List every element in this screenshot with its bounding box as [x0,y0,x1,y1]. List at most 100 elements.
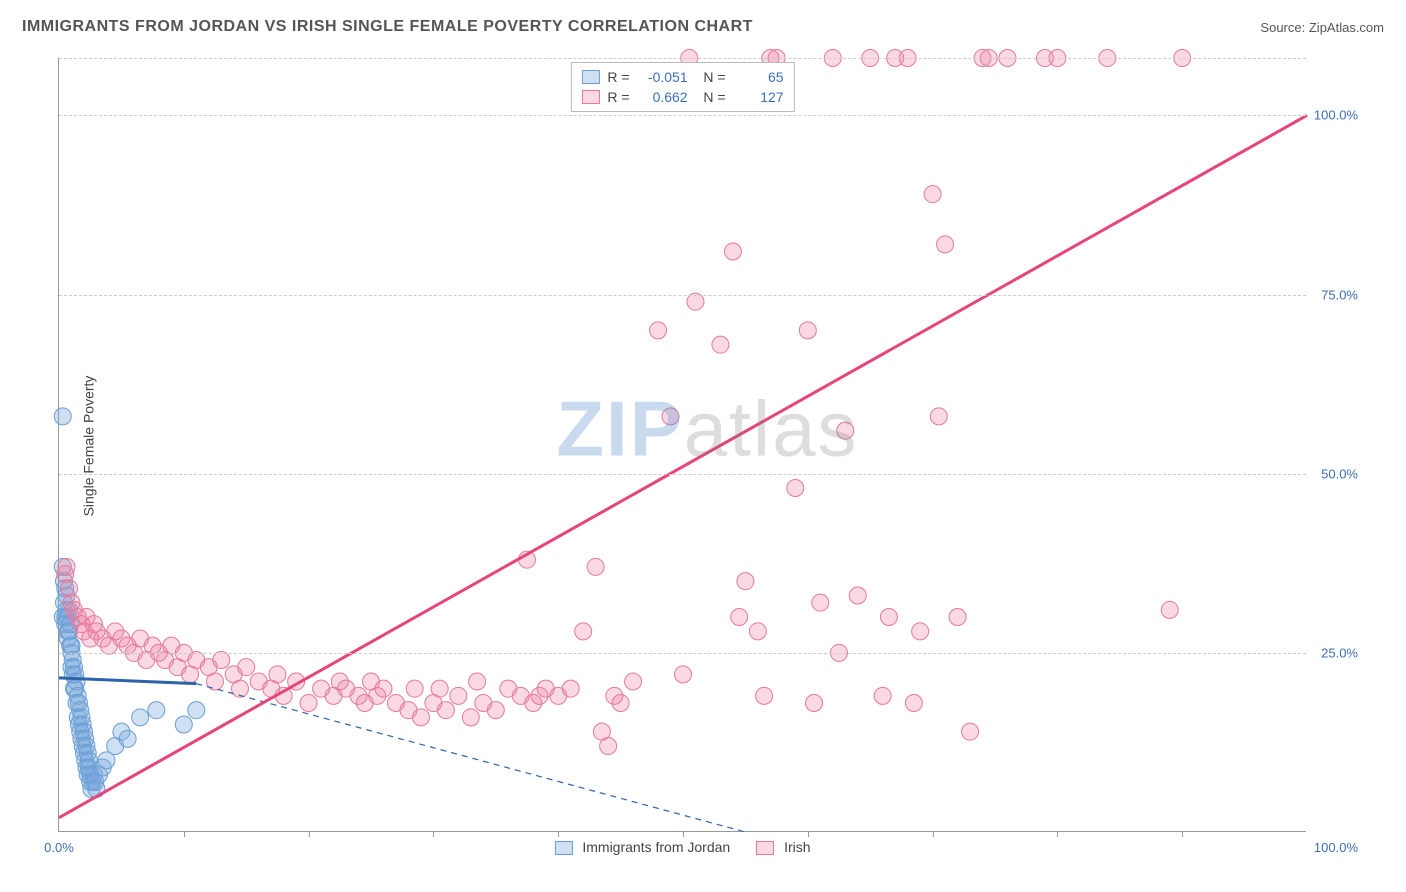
data-point [600,738,617,755]
gridline [59,474,1306,475]
data-point [849,587,866,604]
data-point [450,687,467,704]
legend-n-label: N = [696,87,726,107]
data-point [406,680,423,697]
data-point [737,573,754,590]
x-tick-label: 100.0% [1314,840,1358,855]
x-tick-mark [1182,831,1183,837]
data-point [962,723,979,740]
data-point [119,730,136,747]
data-point [132,709,149,726]
data-point [937,236,954,253]
legend-r-label: R = [607,87,629,107]
data-point [756,687,773,704]
data-point [712,336,729,353]
data-point [724,243,741,260]
y-tick-label: 75.0% [1321,287,1358,302]
plot-area: ZIPatlas R = -0.051 N = 65 R = 0.662 N =… [58,58,1306,832]
source-name: ZipAtlas.com [1309,20,1384,35]
data-point [806,695,823,712]
legend-label-jordan: Immigrants from Jordan [582,839,730,855]
legend-r-label: R = [607,67,629,87]
legend-swatch-jordan [581,70,599,84]
x-tick-mark [558,831,559,837]
data-point [58,558,75,575]
data-point [662,408,679,425]
data-point [431,680,448,697]
data-point [148,702,165,719]
legend-item-jordan: Immigrants from Jordan [554,839,730,855]
data-point [462,709,479,726]
source-attribution: Source: ZipAtlas.com [1260,20,1384,35]
data-point [731,609,748,626]
legend-swatch-irish [581,90,599,104]
data-point [231,680,248,697]
x-tick-mark [184,831,185,837]
data-point [213,652,230,669]
data-point [812,594,829,611]
data-point [562,680,579,697]
data-point [375,680,392,697]
legend-row-jordan: R = -0.051 N = 65 [581,67,783,87]
x-tick-mark [433,831,434,837]
trend-line [196,684,745,832]
legend-swatch-irish-icon [756,841,774,855]
data-point [487,702,504,719]
y-tick-label: 50.0% [1321,466,1358,481]
data-point [675,666,692,683]
legend-n-value-irish: 127 [734,87,784,107]
x-tick-mark [309,831,310,837]
data-point [188,702,205,719]
data-point [300,695,317,712]
data-point [874,687,891,704]
x-tick-mark [1057,831,1058,837]
legend-item-irish: Irish [756,839,810,855]
trend-line [59,115,1307,817]
data-point [687,293,704,310]
x-tick-label: 0.0% [44,840,74,855]
data-point [880,609,897,626]
data-point [924,186,941,203]
data-point [949,609,966,626]
data-point [650,322,667,339]
x-tick-mark [808,831,809,837]
data-point [269,666,286,683]
x-tick-mark [933,831,934,837]
chart-title: IMMIGRANTS FROM JORDAN VS IRISH SINGLE F… [22,18,753,36]
data-point [799,322,816,339]
gridline [59,295,1306,296]
x-tick-mark [683,831,684,837]
data-point [437,702,454,719]
data-point [412,709,429,726]
gridline [59,115,1306,116]
chart-svg [59,58,1306,831]
legend-r-value-irish: 0.662 [638,87,688,107]
data-point [930,408,947,425]
source-label: Source: [1260,20,1305,35]
data-point [625,673,642,690]
data-point [238,659,255,676]
data-point [469,673,486,690]
series-legend: Immigrants from Jordan Irish [554,839,810,855]
data-point [837,422,854,439]
data-point [912,623,929,640]
legend-label-irish: Irish [784,839,810,855]
legend-n-value-jordan: 65 [734,67,784,87]
gridline [59,58,1306,59]
data-point [575,623,592,640]
y-tick-label: 25.0% [1321,645,1358,660]
data-point [1161,601,1178,618]
data-point [787,480,804,497]
data-point [587,558,604,575]
gridline [59,653,1306,654]
legend-r-value-jordan: -0.051 [638,67,688,87]
data-point [612,695,629,712]
data-point [905,695,922,712]
data-point [749,623,766,640]
data-point [175,716,192,733]
correlation-legend: R = -0.051 N = 65 R = 0.662 N = 127 [570,62,794,112]
y-tick-label: 100.0% [1314,108,1358,123]
legend-row-irish: R = 0.662 N = 127 [581,87,783,107]
legend-swatch-jordan-icon [554,841,572,855]
legend-n-label: N = [696,67,726,87]
